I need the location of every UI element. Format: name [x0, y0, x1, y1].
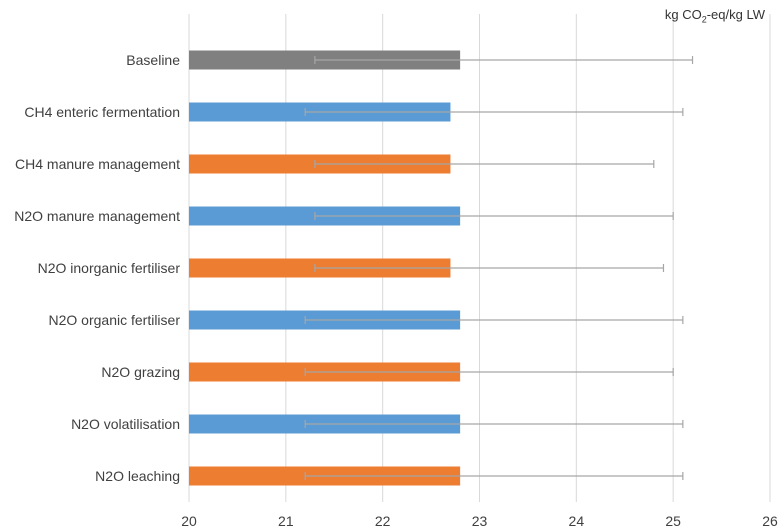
- x-tick-label: 20: [181, 513, 197, 529]
- unit-label: kg CO2-eq/kg LW: [664, 7, 765, 25]
- category-label: CH4 manure management: [15, 156, 180, 172]
- x-tick-label: 22: [375, 513, 391, 529]
- category-label: CH4 enteric fermentation: [24, 104, 180, 120]
- x-tick-label: 26: [762, 513, 778, 529]
- category-label: N2O inorganic fertiliser: [38, 260, 181, 276]
- x-tick-label: 25: [665, 513, 681, 529]
- category-label: N2O volatilisation: [71, 416, 180, 432]
- x-tick-label: 23: [472, 513, 488, 529]
- category-label: N2O leaching: [95, 468, 180, 484]
- category-label: N2O manure management: [14, 208, 180, 224]
- x-tick-label: 24: [569, 513, 585, 529]
- category-label: Baseline: [126, 52, 180, 68]
- category-label: N2O grazing: [101, 364, 180, 380]
- x-tick-label: 21: [278, 513, 294, 529]
- category-label: N2O organic fertiliser: [49, 312, 181, 328]
